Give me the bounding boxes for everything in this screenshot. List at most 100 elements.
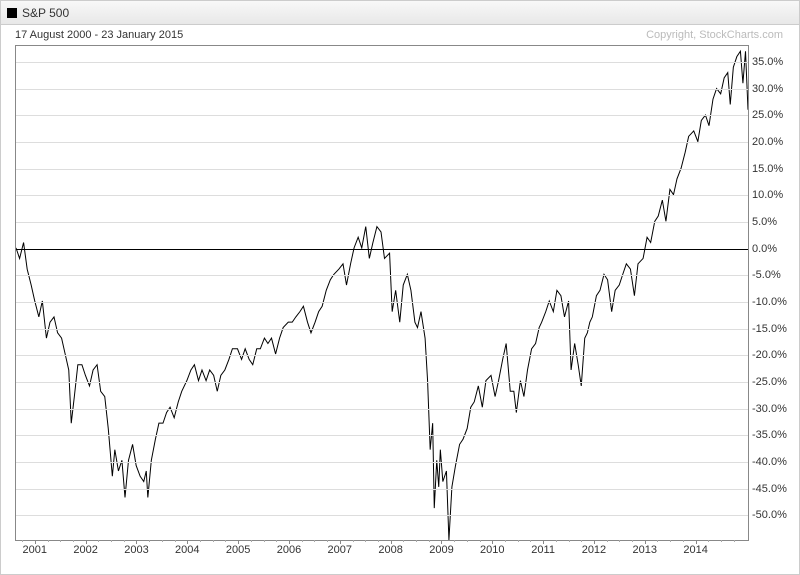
x-tick-minor — [48, 540, 49, 542]
y-axis-label: -30.0% — [752, 403, 792, 415]
x-tick-minor — [619, 540, 620, 542]
x-axis-label: 2001 — [23, 544, 47, 556]
y-axis-label: -20.0% — [752, 349, 792, 361]
x-axis-label: 2002 — [73, 544, 97, 556]
x-tick-minor — [149, 540, 150, 542]
x-axis-label: 2009 — [429, 544, 453, 556]
x-tick-minor — [213, 540, 214, 542]
y-axis-label: 15.0% — [752, 163, 792, 175]
x-tick-minor — [276, 540, 277, 542]
x-tick-minor — [162, 540, 163, 542]
y-axis-label: 25.0% — [752, 109, 792, 121]
copyright-label: Copyright, StockCharts.com — [646, 29, 783, 41]
gridline — [16, 115, 748, 116]
x-tick-minor — [251, 540, 252, 542]
x-tick-minor — [734, 540, 735, 542]
x-axis-label: 2003 — [124, 544, 148, 556]
x-tick-minor — [454, 540, 455, 542]
x-tick-minor — [22, 540, 23, 542]
x-axis-label: 2006 — [277, 544, 301, 556]
x-tick-minor — [60, 540, 61, 542]
chart-plot-area: -50.0%-45.0%-40.0%-35.0%-30.0%-25.0%-20.… — [15, 45, 749, 541]
gridline — [16, 462, 748, 463]
x-tick-minor — [353, 540, 354, 542]
x-tick-minor — [124, 540, 125, 542]
x-axis-label: 2008 — [378, 544, 402, 556]
gridline — [16, 329, 748, 330]
gridline — [16, 355, 748, 356]
gridline — [16, 489, 748, 490]
x-tick-minor — [225, 540, 226, 542]
chart-header: S&P 500 — [1, 1, 799, 25]
x-tick-minor — [98, 540, 99, 542]
y-axis-label: -10.0% — [752, 296, 792, 308]
line-series — [16, 46, 748, 540]
x-tick-minor — [378, 540, 379, 542]
x-tick-minor — [721, 540, 722, 542]
legend-swatch — [7, 8, 17, 18]
x-axis-label: 2014 — [683, 544, 707, 556]
gridline — [16, 222, 748, 223]
x-tick-minor — [175, 540, 176, 542]
y-axis-label: 0.0% — [752, 243, 792, 255]
x-tick-minor — [314, 540, 315, 542]
x-tick-minor — [530, 540, 531, 542]
price-line — [16, 51, 748, 540]
x-tick-minor — [429, 540, 430, 542]
x-tick-minor — [264, 540, 265, 542]
y-axis-label: -40.0% — [752, 456, 792, 468]
gridline — [16, 382, 748, 383]
x-tick-minor — [73, 540, 74, 542]
x-tick-minor — [556, 540, 557, 542]
gridline — [16, 169, 748, 170]
gridline — [16, 409, 748, 410]
x-axis-label: 2012 — [582, 544, 606, 556]
y-axis-label: -15.0% — [752, 323, 792, 335]
gridline — [16, 302, 748, 303]
x-tick-minor — [480, 540, 481, 542]
gridline — [16, 435, 748, 436]
x-tick-minor — [403, 540, 404, 542]
gridline — [16, 142, 748, 143]
x-tick-minor — [365, 540, 366, 542]
x-tick-minor — [607, 540, 608, 542]
x-tick-minor — [657, 540, 658, 542]
y-axis-label: -35.0% — [752, 429, 792, 441]
x-tick-minor — [111, 540, 112, 542]
x-tick-minor — [632, 540, 633, 542]
gridline — [16, 275, 748, 276]
x-tick-minor — [302, 540, 303, 542]
x-tick-minor — [327, 540, 328, 542]
gridline — [16, 195, 748, 196]
date-range-label: 17 August 2000 - 23 January 2015 — [15, 29, 183, 41]
gridline — [16, 515, 748, 516]
y-axis-label: 5.0% — [752, 216, 792, 228]
y-axis-label: -45.0% — [752, 483, 792, 495]
y-axis-label: 35.0% — [752, 56, 792, 68]
x-axis-label: 2007 — [328, 544, 352, 556]
x-axis-label: 2011 — [531, 544, 555, 556]
legend-label: S&P 500 — [22, 6, 69, 20]
x-tick-minor — [467, 540, 468, 542]
x-tick-minor — [670, 540, 671, 542]
x-axis-label: 2005 — [226, 544, 250, 556]
x-tick-minor — [505, 540, 506, 542]
x-tick-minor — [581, 540, 582, 542]
x-tick-minor — [569, 540, 570, 542]
y-axis-label: 10.0% — [752, 189, 792, 201]
y-axis-label: -50.0% — [752, 509, 792, 521]
x-tick-minor — [683, 540, 684, 542]
x-tick-minor — [708, 540, 709, 542]
y-axis-label: 20.0% — [752, 136, 792, 148]
zero-gridline — [16, 249, 748, 250]
gridline — [16, 89, 748, 90]
x-axis-label: 2010 — [480, 544, 504, 556]
y-axis-label: -25.0% — [752, 376, 792, 388]
gridline — [16, 62, 748, 63]
x-axis-label: 2013 — [633, 544, 657, 556]
x-tick-minor — [416, 540, 417, 542]
y-axis-label: 30.0% — [752, 83, 792, 95]
y-axis-label: -5.0% — [752, 269, 792, 281]
x-axis-label: 2004 — [175, 544, 199, 556]
x-tick-minor — [518, 540, 519, 542]
